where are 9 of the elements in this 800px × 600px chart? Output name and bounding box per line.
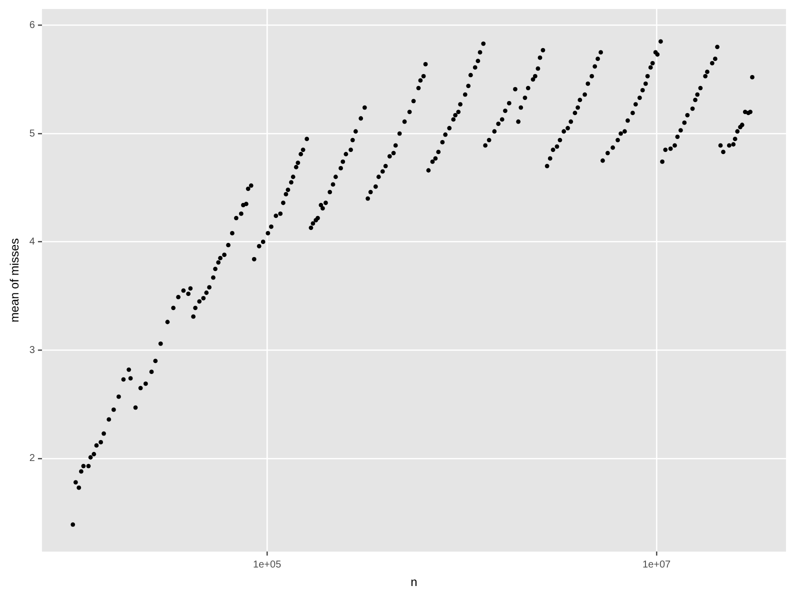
x-tick-label: 1e+07: [642, 559, 672, 570]
y-tick-label: 2: [29, 453, 36, 464]
y-tick-label: 3: [29, 344, 36, 356]
x-tick-label: 1e+05: [253, 559, 282, 570]
y-tick-label: 6: [29, 20, 36, 31]
x-axis-title: n: [410, 575, 418, 590]
y-axis-title: mean of misses: [8, 238, 22, 322]
y-tick-label: 4: [29, 236, 36, 248]
y-tick-label: 5: [29, 128, 36, 140]
